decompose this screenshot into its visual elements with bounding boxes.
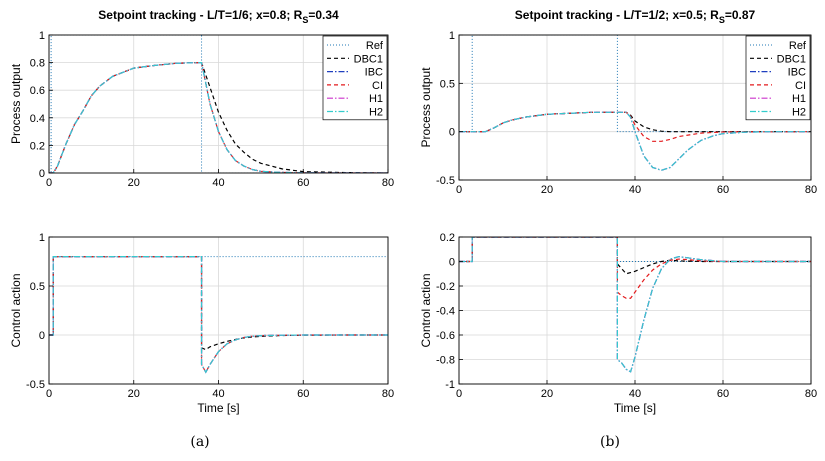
subfigure-label-b: (b) (600, 434, 620, 450)
y-tick-label: 1 (449, 30, 455, 42)
y-tick-label: 1 (39, 30, 45, 42)
x-tick-label: 60 (717, 388, 729, 400)
x-tick-label: 20 (128, 388, 140, 400)
legend-label-h1: H1 (792, 93, 806, 105)
chart-title-main: Setpoint tracking - L/T=1/2; x=0.5; R (515, 8, 719, 22)
x-tick-label: 20 (128, 177, 140, 189)
chart-panel-0: 0 20 40 60 80 0 0.2 0.4 0.6 0.8 1 Setpoint tracking… (9, 8, 394, 189)
legend-label-ci: CI (795, 80, 806, 92)
x-tick-label: 20 (541, 184, 553, 196)
legend-box (322, 35, 388, 121)
y-tick-label: 0 (449, 127, 455, 139)
series-group (49, 35, 388, 173)
y-axis-label: Process output (9, 63, 23, 144)
y-tick-label: 0.2 (440, 232, 455, 244)
legend-label-ibc: IBC (788, 67, 806, 79)
subfigure-label-a: (a) (190, 434, 209, 450)
y-axis-label: Control action (9, 273, 23, 347)
legend-label-ref: Ref (366, 40, 384, 52)
y-tick-label: 0.5 (440, 78, 455, 90)
x-tick-label: 80 (382, 177, 394, 189)
x-axis-label: Time [s] (197, 401, 239, 415)
chart-title-main: Setpoint tracking - L/T=1/6; x=0.8; R (98, 8, 302, 22)
y-tick-label: -0.8 (436, 355, 455, 367)
y-tick-label: -1 (445, 379, 455, 391)
series-line-h2 (459, 237, 811, 373)
chart-title: Setpoint tracking - L/T=1/2; x=0.5; RS=0… (515, 8, 756, 25)
series-line-ci (459, 237, 811, 299)
series-line-ref (459, 35, 811, 133)
y-tick-label: 1 (39, 232, 45, 244)
chart-title-subscript: S (302, 15, 308, 25)
legend-label-ref: Ref (789, 40, 807, 52)
series-line-h2 (49, 256, 388, 374)
legend-label-dbc1: DBC1 (354, 53, 383, 65)
legend-label-h2: H2 (369, 107, 383, 119)
y-tick-label: 0 (39, 168, 45, 180)
x-tick-label: 40 (629, 388, 641, 400)
y-tick-label: -0.6 (436, 330, 455, 342)
y-tick-label: -0.2 (436, 281, 455, 293)
y-tick-label: -0.4 (436, 306, 455, 318)
x-tick-label: 20 (541, 388, 553, 400)
chart-title: Setpoint tracking - L/T=1/6; x=0.8; RS=0… (98, 8, 339, 25)
x-tick-label: 40 (212, 388, 224, 400)
y-tick-label: -0.5 (436, 175, 455, 187)
y-tick-label: 0.5 (30, 281, 45, 293)
y-tick-label: 0 (449, 257, 455, 269)
y-tick-label: 0 (39, 330, 45, 342)
x-tick-label: 0 (456, 184, 462, 196)
chart-panel-3: 0 20 40 60 80 -1 -0.8 -0.6 -0.4 -0.2 0 0.2 Control a… (419, 232, 817, 415)
series-line-h2 (49, 61, 388, 173)
chart-title-subscript: S (719, 15, 725, 25)
series-line-dbc1 (49, 61, 388, 173)
y-tick-label: -0.5 (26, 379, 45, 391)
panels: 0 20 40 60 80 0 0.2 0.4 0.6 0.8 1 Setpoint tracking… (9, 8, 817, 415)
legend-label-ci: CI (372, 80, 383, 92)
series-line-h2 (459, 111, 811, 171)
x-tick-label: 80 (805, 388, 817, 400)
x-tick-label: 80 (382, 388, 394, 400)
chart-title-tail: =0.87 (725, 8, 756, 22)
legend-label-ibc: IBC (365, 67, 383, 79)
x-tick-label: 0 (456, 388, 462, 400)
legend-label-dbc1: DBC1 (777, 53, 806, 65)
y-tick-label: 0.6 (30, 85, 45, 97)
series-line-dbc1 (459, 237, 811, 275)
x-axis-label: Time [s] (614, 401, 656, 415)
series-group (49, 256, 388, 374)
legend-box (745, 35, 811, 121)
y-axis-label: Control action (419, 273, 433, 347)
series-group (459, 35, 811, 171)
x-tick-label: 60 (297, 388, 309, 400)
y-tick-label: 0.2 (30, 140, 45, 152)
x-tick-label: 60 (717, 184, 729, 196)
x-tick-label: 60 (297, 177, 309, 189)
legend-label-h2: H2 (792, 107, 806, 119)
y-tick-label: 0.4 (30, 113, 45, 125)
series-group (459, 237, 811, 373)
x-tick-label: 80 (805, 184, 817, 196)
x-tick-label: 0 (46, 388, 52, 400)
x-tick-label: 40 (212, 177, 224, 189)
y-axis-label: Process output (419, 67, 433, 148)
chart-title-tail: =0.34 (308, 8, 339, 22)
x-tick-label: 40 (629, 184, 641, 196)
y-tick-label: 0.8 (30, 58, 45, 70)
x-tick-label: 0 (46, 177, 52, 189)
legend-label-h1: H1 (369, 93, 383, 105)
